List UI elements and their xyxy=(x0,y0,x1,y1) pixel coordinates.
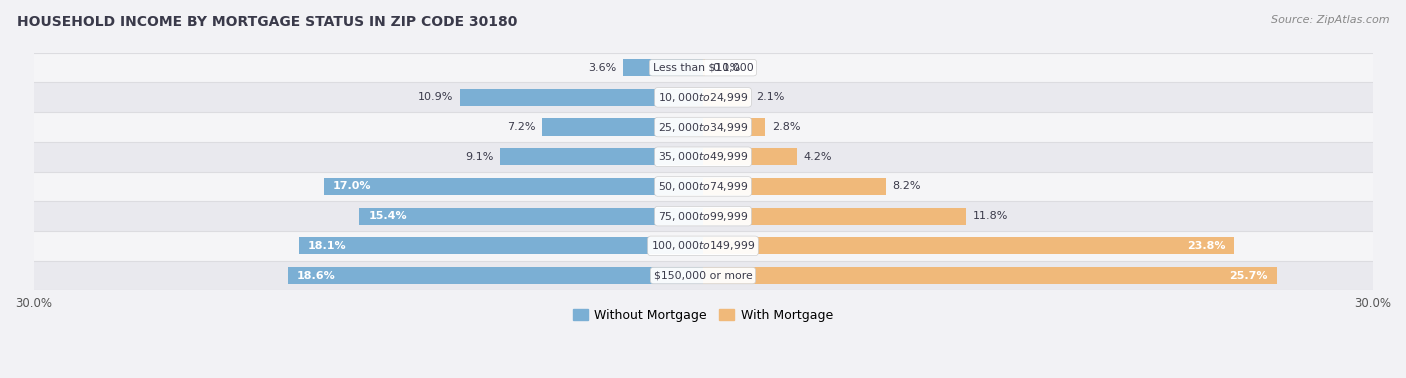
Bar xyxy=(703,178,886,195)
Text: 17.0%: 17.0% xyxy=(333,181,371,191)
Bar xyxy=(703,208,966,225)
Text: 10.9%: 10.9% xyxy=(418,92,453,102)
Bar xyxy=(34,231,1372,261)
Bar xyxy=(703,267,1277,284)
Text: Less than $10,000: Less than $10,000 xyxy=(652,63,754,73)
Text: HOUSEHOLD INCOME BY MORTGAGE STATUS IN ZIP CODE 30180: HOUSEHOLD INCOME BY MORTGAGE STATUS IN Z… xyxy=(17,15,517,29)
Text: 11.8%: 11.8% xyxy=(973,211,1008,221)
Text: 4.2%: 4.2% xyxy=(803,152,832,162)
Legend: Without Mortgage, With Mortgage: Without Mortgage, With Mortgage xyxy=(568,304,838,327)
Text: $75,000 to $99,999: $75,000 to $99,999 xyxy=(658,210,748,223)
Text: 0.1%: 0.1% xyxy=(711,63,740,73)
Bar xyxy=(34,261,1372,290)
Bar xyxy=(703,237,1234,254)
Text: $100,000 to $149,999: $100,000 to $149,999 xyxy=(651,239,755,253)
Text: 3.6%: 3.6% xyxy=(588,63,616,73)
Text: 25.7%: 25.7% xyxy=(1229,271,1268,280)
Bar xyxy=(34,112,1372,142)
Text: $50,000 to $74,999: $50,000 to $74,999 xyxy=(658,180,748,193)
Text: 18.6%: 18.6% xyxy=(297,271,336,280)
Bar xyxy=(323,178,703,195)
Bar xyxy=(34,53,1372,82)
Bar xyxy=(34,82,1372,112)
Bar xyxy=(703,148,797,165)
Bar xyxy=(299,237,703,254)
Text: 18.1%: 18.1% xyxy=(308,241,347,251)
Text: 7.2%: 7.2% xyxy=(508,122,536,132)
Text: $150,000 or more: $150,000 or more xyxy=(654,271,752,280)
Bar xyxy=(543,118,703,136)
Bar xyxy=(34,142,1372,172)
Text: 23.8%: 23.8% xyxy=(1187,241,1225,251)
Bar xyxy=(360,208,703,225)
Bar xyxy=(703,118,765,136)
Bar xyxy=(501,148,703,165)
Bar xyxy=(703,59,706,76)
Text: $25,000 to $34,999: $25,000 to $34,999 xyxy=(658,121,748,133)
Text: 2.1%: 2.1% xyxy=(756,92,785,102)
Text: Source: ZipAtlas.com: Source: ZipAtlas.com xyxy=(1271,15,1389,25)
Bar xyxy=(623,59,703,76)
Text: 9.1%: 9.1% xyxy=(465,152,494,162)
Bar xyxy=(288,267,703,284)
Text: 2.8%: 2.8% xyxy=(772,122,800,132)
Text: 8.2%: 8.2% xyxy=(893,181,921,191)
Bar xyxy=(703,89,749,106)
Text: $35,000 to $49,999: $35,000 to $49,999 xyxy=(658,150,748,163)
Bar xyxy=(460,89,703,106)
Text: 15.4%: 15.4% xyxy=(368,211,406,221)
Text: $10,000 to $24,999: $10,000 to $24,999 xyxy=(658,91,748,104)
Bar xyxy=(34,172,1372,201)
Bar xyxy=(34,201,1372,231)
